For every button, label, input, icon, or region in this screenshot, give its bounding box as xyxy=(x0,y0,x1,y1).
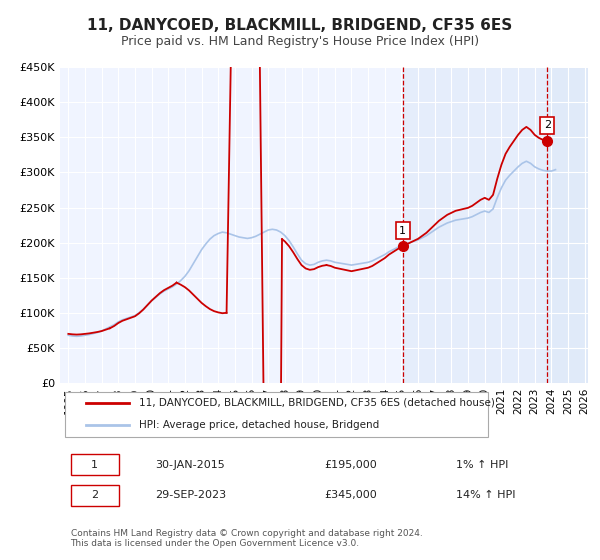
Text: 1% ↑ HPI: 1% ↑ HPI xyxy=(456,460,508,469)
Text: 2: 2 xyxy=(544,120,551,130)
Text: 1: 1 xyxy=(399,226,406,236)
FancyBboxPatch shape xyxy=(71,485,119,506)
FancyBboxPatch shape xyxy=(65,392,488,437)
Text: 14% ↑ HPI: 14% ↑ HPI xyxy=(456,490,515,500)
Text: £195,000: £195,000 xyxy=(324,460,377,469)
Text: 29-SEP-2023: 29-SEP-2023 xyxy=(155,490,226,500)
Text: HPI: Average price, detached house, Bridgend: HPI: Average price, detached house, Brid… xyxy=(139,420,379,430)
Bar xyxy=(547,67,588,383)
Text: £345,000: £345,000 xyxy=(324,490,377,500)
Text: 11, DANYCOED, BLACKMILL, BRIDGEND, CF35 6ES (detached house): 11, DANYCOED, BLACKMILL, BRIDGEND, CF35 … xyxy=(139,398,495,408)
Text: Contains HM Land Registry data © Crown copyright and database right 2024.
This d: Contains HM Land Registry data © Crown c… xyxy=(71,529,422,548)
Text: Price paid vs. HM Land Registry's House Price Index (HPI): Price paid vs. HM Land Registry's House … xyxy=(121,35,479,49)
Bar xyxy=(403,67,588,383)
Text: 11, DANYCOED, BLACKMILL, BRIDGEND, CF35 6ES: 11, DANYCOED, BLACKMILL, BRIDGEND, CF35 … xyxy=(88,18,512,32)
FancyBboxPatch shape xyxy=(71,454,119,475)
Text: 2: 2 xyxy=(91,490,98,500)
Text: 1: 1 xyxy=(91,460,98,469)
Text: 30-JAN-2015: 30-JAN-2015 xyxy=(155,460,225,469)
